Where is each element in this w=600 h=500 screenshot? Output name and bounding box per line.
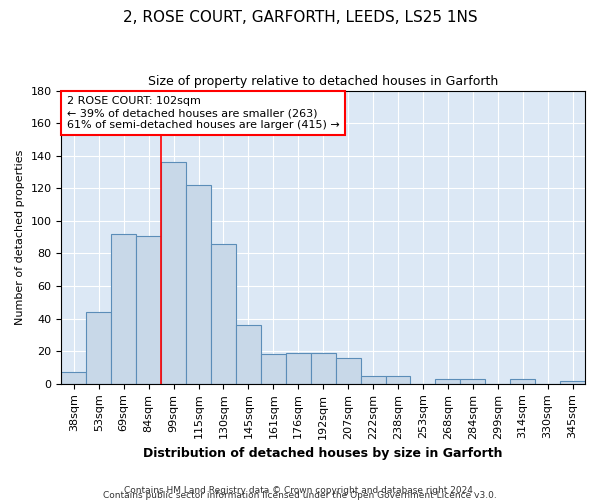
Bar — [86, 312, 111, 384]
Text: Contains public sector information licensed under the Open Government Licence v3: Contains public sector information licen… — [103, 491, 497, 500]
Bar — [335, 358, 361, 384]
Text: 2 ROSE COURT: 102sqm
← 39% of detached houses are smaller (263)
61% of semi-deta: 2 ROSE COURT: 102sqm ← 39% of detached h… — [67, 96, 340, 130]
Bar — [261, 354, 286, 384]
Bar — [111, 234, 136, 384]
Bar — [386, 376, 410, 384]
Y-axis label: Number of detached properties: Number of detached properties — [15, 150, 25, 325]
Bar — [560, 380, 585, 384]
Bar — [460, 379, 485, 384]
Bar — [510, 379, 535, 384]
Bar — [436, 379, 460, 384]
Title: Size of property relative to detached houses in Garforth: Size of property relative to detached ho… — [148, 75, 499, 88]
Text: Contains HM Land Registry data © Crown copyright and database right 2024.: Contains HM Land Registry data © Crown c… — [124, 486, 476, 495]
Bar — [361, 376, 386, 384]
Bar — [236, 325, 261, 384]
Text: 2, ROSE COURT, GARFORTH, LEEDS, LS25 1NS: 2, ROSE COURT, GARFORTH, LEEDS, LS25 1NS — [122, 10, 478, 25]
Bar — [186, 185, 211, 384]
Bar — [286, 353, 311, 384]
X-axis label: Distribution of detached houses by size in Garforth: Distribution of detached houses by size … — [143, 447, 503, 460]
Bar — [136, 236, 161, 384]
Bar — [211, 244, 236, 384]
Bar — [311, 353, 335, 384]
Bar — [161, 162, 186, 384]
Bar — [61, 372, 86, 384]
